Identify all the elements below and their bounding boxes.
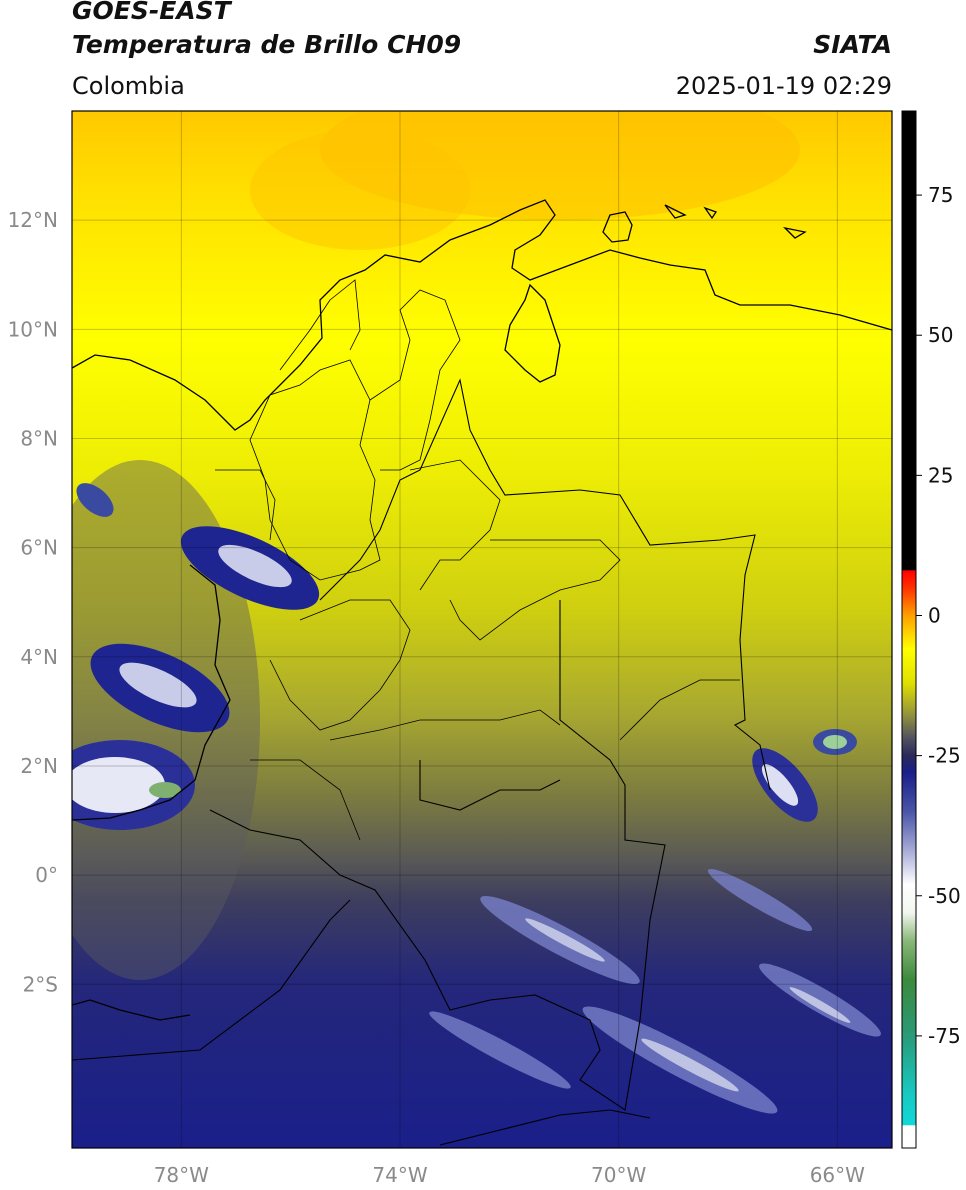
cloud-streaks-bright	[525, 918, 851, 1092]
lat-tick-label: 2°S	[23, 972, 58, 996]
lon-tick-label: 70°W	[591, 1163, 646, 1187]
lat-tick-label: 4°N	[20, 645, 58, 669]
satellite-title: GOES-EAST	[72, 0, 231, 25]
lat-tick-label: 0°	[35, 863, 58, 887]
colorbar-tick-label: 0	[928, 603, 941, 627]
temperature-field	[72, 111, 892, 1148]
colorbar-ramp	[901, 110, 917, 1149]
colorbar-tick-label: 25	[928, 463, 953, 487]
cloud-core	[218, 544, 292, 588]
cloud-core	[119, 662, 197, 708]
lat-tick-label: 12°N	[8, 208, 58, 232]
timestamp-label: 2025-01-19 02:29	[675, 72, 892, 100]
cloud-overshoot	[149, 782, 181, 798]
cloud-cluster	[76, 483, 114, 517]
lon-tick-label: 78°W	[154, 1163, 209, 1187]
lon-tick-label: 74°W	[372, 1163, 427, 1187]
cloud-overshoot	[823, 735, 847, 749]
colorbar-ticks: 75 50 25 0 -25 -50 -75	[916, 183, 961, 1048]
coastlines	[72, 199, 892, 1021]
national-borders	[72, 378, 771, 1146]
colorbar-tick-label: 50	[928, 323, 953, 347]
lat-tick-label: 10°N	[8, 317, 58, 341]
lon-tick-label: 66°W	[810, 1163, 865, 1187]
colorbar: 75 50 25 0 -25 -50 -75	[901, 110, 961, 1149]
map-frame	[71, 110, 893, 1149]
colorbar-tick-label: 75	[928, 183, 953, 207]
latitude-ticks: 12°N 10°N 8°N 6°N 4°N 2°N 0° 2°S	[8, 208, 58, 996]
colorbar-tick-label: -25	[928, 744, 961, 768]
region-label: Colombia	[72, 72, 185, 100]
colorbar-tick-label: -50	[928, 884, 961, 908]
longitude-ticks: 78°W 74°W 70°W 66°W	[154, 1163, 865, 1187]
lat-tick-label: 8°N	[20, 426, 58, 450]
warm-area	[250, 130, 470, 250]
lat-tick-label: 6°N	[20, 536, 58, 560]
product-title: Temperatura de Brillo CH09	[72, 30, 462, 59]
graticule	[72, 111, 892, 1148]
cloud-core	[72, 757, 165, 813]
cloud-core	[761, 764, 799, 806]
lat-tick-label: 2°N	[20, 754, 58, 778]
organization-label: SIATA	[813, 30, 892, 59]
department-borders	[215, 279, 740, 841]
colorbar-tick-label: -75	[928, 1024, 961, 1048]
